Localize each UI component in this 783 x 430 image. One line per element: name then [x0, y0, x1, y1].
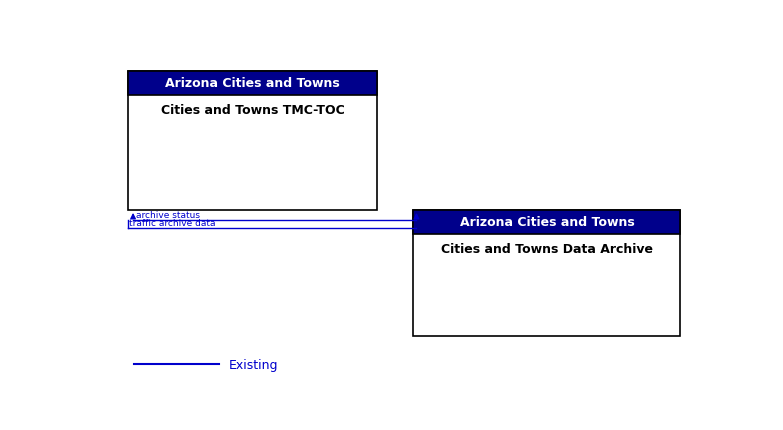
Text: Existing: Existing	[229, 358, 278, 371]
Text: traffic archive data: traffic archive data	[129, 219, 216, 228]
Text: Arizona Cities and Towns: Arizona Cities and Towns	[165, 77, 340, 90]
Text: Cities and Towns Data Archive: Cities and Towns Data Archive	[441, 243, 653, 255]
Bar	[128, 71, 377, 95]
Bar	[128, 71, 377, 211]
Bar	[413, 211, 680, 234]
Text: Cities and Towns TMC-TOC: Cities and Towns TMC-TOC	[161, 104, 345, 117]
Bar	[413, 211, 680, 336]
Text: Arizona Cities and Towns: Arizona Cities and Towns	[460, 216, 634, 229]
Text: archive status: archive status	[136, 210, 200, 219]
